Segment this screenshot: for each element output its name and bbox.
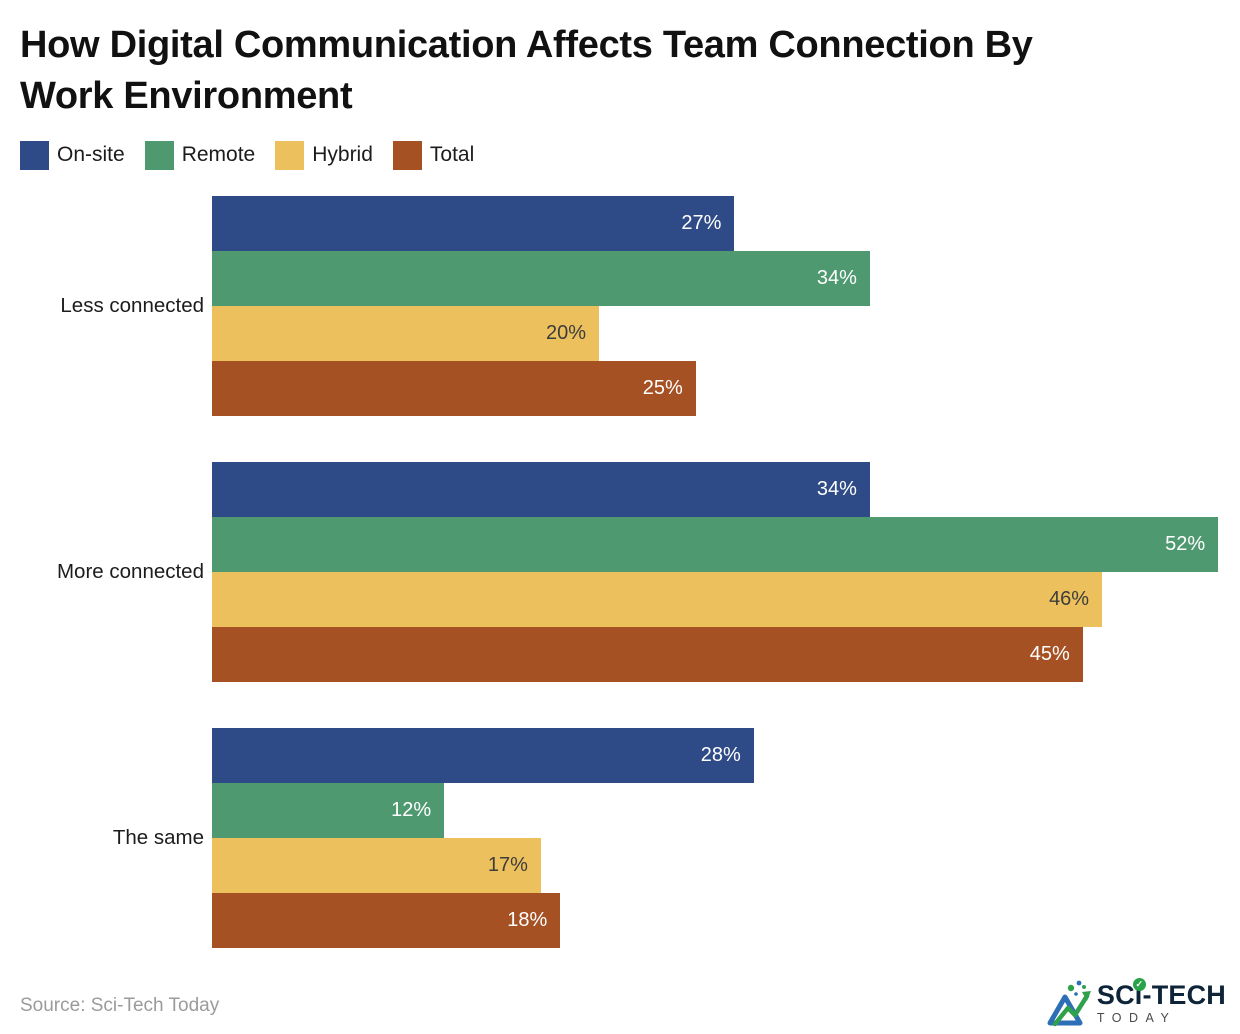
legend-label: Hybrid — [312, 143, 373, 167]
legend-swatch-icon — [20, 140, 49, 170]
category-label: Less connected — [60, 293, 204, 317]
bar: 34% — [212, 461, 870, 517]
category-group: The same 28% 12% 17% 18% — [0, 727, 1240, 948]
bar: 46% — [212, 571, 1103, 627]
category-label: More connected — [56, 559, 204, 583]
bar: 25% — [212, 360, 696, 416]
bar: 52% — [212, 516, 1219, 572]
bar-stack: 34% 52% 46% 45% — [212, 461, 1219, 682]
legend-label: Total — [429, 143, 475, 167]
bar-stack: 28% 12% 17% 18% — [212, 727, 754, 948]
legend-item: Total — [392, 140, 475, 170]
bar: 17% — [212, 837, 541, 893]
footer: Source: Sci-Tech Today SCI-TECH ✓ TODAY — [0, 962, 1240, 1034]
legend-item: Remote — [144, 140, 256, 170]
logo-wordmark: SCI-TECH ✓ — [1096, 977, 1226, 1010]
bar-value-label: 28% — [700, 743, 741, 766]
bar: 27% — [212, 195, 735, 251]
category-group: More connected 34% 52% 46% 45% — [0, 461, 1240, 682]
bar: 20% — [212, 305, 599, 361]
legend-item: On-site — [20, 140, 125, 170]
scitech-today-logo: SCI-TECH ✓ TODAY — [1046, 977, 1226, 1028]
page-title: How Digital Communication Affects Team C… — [0, 0, 1240, 122]
bar: 12% — [212, 782, 445, 838]
legend-item: Hybrid — [275, 140, 373, 170]
legend-label: Remote — [181, 143, 256, 167]
bar-value-label: 27% — [681, 211, 722, 234]
bar: 34% — [212, 250, 870, 306]
category-label: The same — [112, 825, 204, 849]
page-title-line2: Work Environment — [20, 74, 353, 117]
bar-stack: 27% 34% 20% 25% — [212, 195, 870, 416]
check-icon: ✓ — [1132, 977, 1146, 991]
bar-value-label: 34% — [816, 477, 857, 500]
legend: On-site Remote Hybrid Total — [20, 140, 1240, 170]
page-title-line1: How Digital Communication Affects Team C… — [20, 24, 1033, 66]
bar-value-label: 17% — [487, 853, 528, 876]
bar-value-label: 34% — [816, 266, 857, 289]
scitech-logo-icon — [1047, 980, 1091, 1027]
logo-text: SCI-TECH ✓ TODAY — [1096, 977, 1226, 1025]
bar-value-label: 45% — [1029, 642, 1070, 665]
bar-value-label: 12% — [391, 798, 432, 821]
bar-value-label: 52% — [1165, 532, 1206, 555]
bar-value-label: 18% — [507, 908, 548, 931]
category-group: Less connected 27% 34% 20% 25% — [0, 195, 1240, 416]
bar: 28% — [212, 727, 754, 783]
legend-swatch-icon — [275, 140, 305, 170]
bar-value-label: 20% — [545, 321, 586, 344]
bar-value-label: 25% — [642, 376, 683, 399]
legend-swatch-icon — [392, 140, 422, 170]
legend-swatch-icon — [144, 140, 174, 170]
chart: Less connected 27% 34% 20% 25% More connected… — [0, 195, 1240, 948]
legend-label: On-site — [57, 143, 125, 167]
logo-subtitle: TODAY — [1096, 1010, 1177, 1025]
bar-value-label: 46% — [1049, 587, 1090, 610]
bar: 18% — [212, 892, 561, 948]
source-text: Source: Sci-Tech Today — [20, 995, 220, 1016]
bar: 45% — [212, 626, 1083, 682]
